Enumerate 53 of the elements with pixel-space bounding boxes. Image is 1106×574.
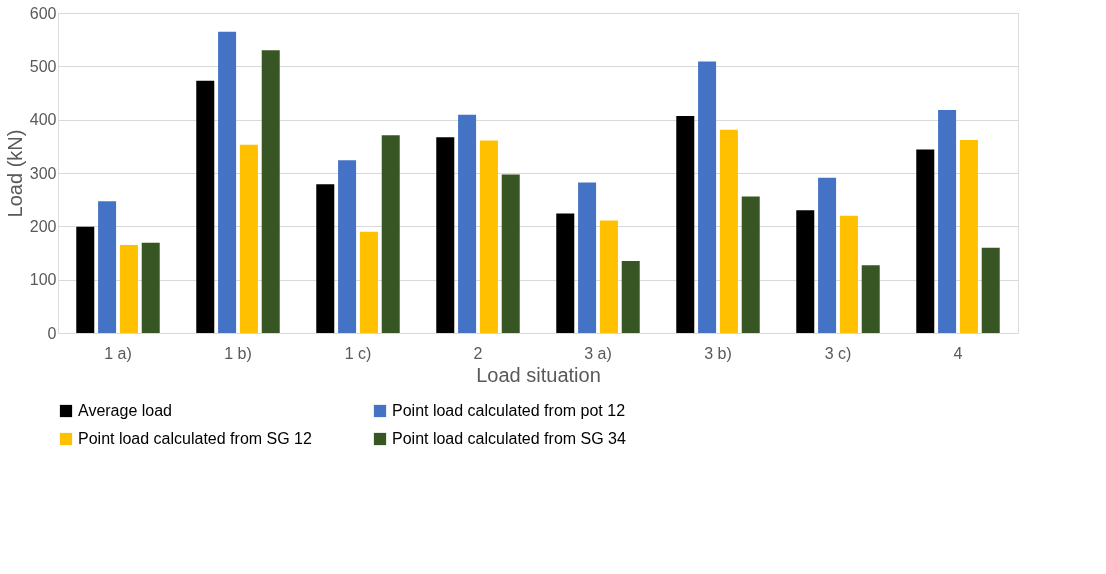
bar bbox=[381, 135, 400, 333]
bar bbox=[861, 265, 880, 333]
x-tick-label: 4 bbox=[953, 344, 963, 362]
bar bbox=[196, 80, 215, 333]
bar bbox=[916, 149, 935, 333]
x-tick-label: 1 c) bbox=[344, 344, 372, 362]
x-tick-label: 3 c) bbox=[824, 344, 852, 362]
bar bbox=[119, 245, 138, 333]
bar bbox=[98, 201, 117, 333]
y-tick-label: 500 bbox=[29, 57, 57, 75]
bar bbox=[316, 184, 335, 333]
legend-label: Point load calculated from pot 12 bbox=[392, 402, 626, 419]
bar bbox=[436, 137, 455, 333]
y-tick-label: 400 bbox=[29, 111, 57, 129]
bar bbox=[981, 247, 1000, 333]
y-tick-label: 600 bbox=[29, 4, 57, 22]
x-axis-title: Load situation bbox=[476, 363, 601, 386]
bar bbox=[76, 226, 95, 333]
y-tick-label: 100 bbox=[29, 271, 57, 289]
x-tick-label: 3 a) bbox=[584, 344, 612, 362]
x-tick-label: 1 b) bbox=[224, 344, 252, 362]
bar bbox=[458, 114, 477, 333]
y-tick-label: 0 bbox=[47, 324, 57, 342]
bar bbox=[676, 115, 695, 333]
legend-label: Point load calculated from SG 12 bbox=[78, 430, 313, 447]
bar bbox=[621, 261, 640, 333]
bar bbox=[218, 31, 237, 333]
x-tick-label: 1 a) bbox=[104, 344, 132, 362]
y-axis-title: Load (kN) bbox=[3, 129, 26, 218]
legend-label: Point load calculated from SG 34 bbox=[392, 430, 627, 447]
bar bbox=[959, 139, 978, 333]
bar bbox=[719, 129, 738, 333]
bar bbox=[938, 110, 957, 333]
bar bbox=[141, 242, 160, 333]
bar bbox=[359, 231, 378, 333]
bar bbox=[578, 182, 597, 333]
bar bbox=[599, 220, 618, 333]
bar bbox=[501, 174, 520, 333]
x-tick-label: 2 bbox=[473, 344, 483, 362]
y-tick-label: 300 bbox=[29, 164, 57, 182]
x-tick-label: 3 b) bbox=[704, 344, 732, 362]
bar bbox=[796, 210, 815, 333]
bar bbox=[479, 140, 498, 333]
legend-label: Average load bbox=[78, 402, 172, 419]
bar bbox=[839, 215, 858, 333]
bar bbox=[239, 144, 258, 333]
bar bbox=[338, 160, 357, 333]
bar bbox=[556, 213, 575, 333]
bar bbox=[818, 177, 837, 333]
bar bbox=[698, 61, 717, 333]
y-tick-label: 200 bbox=[29, 217, 57, 235]
bar bbox=[741, 196, 760, 333]
bar bbox=[261, 50, 280, 333]
